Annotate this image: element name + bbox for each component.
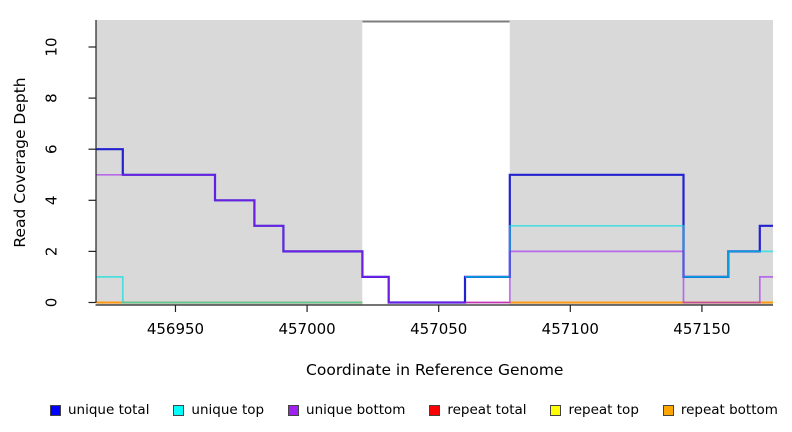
legend-item-unique-total: unique total (50, 402, 149, 418)
x-tick-label: 457000 (278, 320, 335, 338)
repeat-total-swatch-icon (429, 404, 441, 416)
legend-item-repeat-bottom: repeat bottom (662, 402, 778, 418)
legend-label: unique bottom (306, 402, 406, 418)
y-tick-label: 10 (43, 37, 61, 56)
x-tick-label: 457050 (410, 320, 467, 338)
x-tick-label: 457100 (542, 320, 599, 338)
legend-item-repeat-total: repeat total (429, 402, 527, 418)
unique-top-swatch-icon (173, 404, 185, 416)
legend-item-unique-top: unique top (173, 402, 264, 418)
x-tick-label: 456950 (147, 320, 204, 338)
legend-label: unique total (68, 402, 150, 418)
legend: unique total unique top unique bottom re… (0, 394, 792, 426)
y-tick-label: 8 (43, 93, 61, 103)
shaded-right (509, 20, 773, 305)
y-tick-label: 2 (43, 247, 61, 257)
legend-label: repeat total (447, 402, 527, 418)
legend-label: unique top (191, 402, 265, 418)
repeat-bottom-swatch-icon (662, 404, 674, 416)
unique-total-swatch-icon (50, 404, 61, 416)
legend-item-unique-bottom: unique bottom (288, 402, 405, 418)
coverage-plot-canvas: 0 2 4 6 8 10 456950 457000 457050 457100 457150 Coo… (11, 20, 773, 379)
y-tick-label: 0 (43, 298, 61, 308)
x-axis-title: Coordinate in Reference Genome (306, 361, 563, 379)
x-tick-label: 457150 (673, 320, 730, 338)
legend-label: repeat bottom (680, 402, 778, 418)
series-line-unique-bottom (96, 173, 773, 304)
y-tick-label: 4 (43, 196, 61, 206)
repeat-top-swatch-icon (550, 404, 562, 416)
legend-item-repeat-top: repeat top (550, 402, 639, 418)
y-tick-label: 6 (43, 144, 61, 154)
white-gap (362, 20, 510, 305)
shaded-left (96, 20, 363, 305)
legend-label: repeat top (568, 402, 639, 418)
y-axis-title: Read Coverage Depth (11, 77, 29, 247)
unique-bottom-swatch-icon (288, 404, 300, 416)
